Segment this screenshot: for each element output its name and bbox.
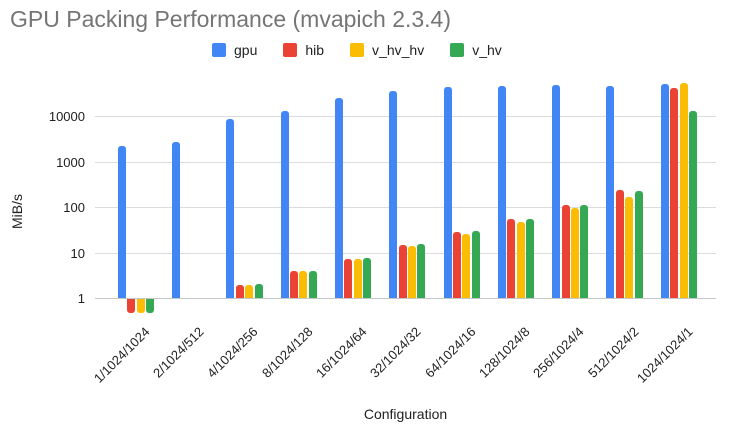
bar-hib[interactable] <box>615 189 624 298</box>
bar-v_hv_hv[interactable] <box>462 233 471 298</box>
bar-v_hv_hv[interactable] <box>625 197 634 298</box>
y-tick-label: 100 <box>63 200 85 215</box>
legend-swatch-hib <box>283 43 298 57</box>
y-tick-label: 10000 <box>48 109 85 124</box>
bar-gpu[interactable] <box>443 87 452 298</box>
bar-gpu[interactable] <box>226 119 235 298</box>
bar-gpu[interactable] <box>117 145 126 298</box>
legend-item-hib: hib <box>283 42 324 58</box>
bar-gpu[interactable] <box>334 97 343 298</box>
x-axis-title: Configuration <box>363 406 448 422</box>
bar-v_hv[interactable] <box>145 299 154 313</box>
bar-v_hv[interactable] <box>526 218 534 298</box>
legend-item-v_hv: v_hv <box>450 42 502 58</box>
bar-gpu[interactable] <box>660 83 669 298</box>
bar-hib[interactable] <box>561 205 570 298</box>
legend-label: v_hv_hv <box>372 42 425 58</box>
bar-v_hv_hv[interactable] <box>136 299 145 313</box>
bar-v_hv[interactable] <box>634 191 643 298</box>
legend-swatch-v_hv_hv <box>350 43 365 57</box>
bar-gpu[interactable] <box>280 110 289 298</box>
bar-hib[interactable] <box>670 88 679 298</box>
y-tick-label: 1 <box>77 291 85 306</box>
bar-v_hv_hv[interactable] <box>679 83 688 298</box>
bar-hib[interactable] <box>398 245 407 298</box>
legend-label: gpu <box>234 42 258 58</box>
legend-label: hib <box>305 42 325 58</box>
y-tick-label: 10 <box>70 245 85 261</box>
y-tick-label: 1000 <box>56 154 85 170</box>
bar-v_hv_hv[interactable] <box>408 245 416 298</box>
gridline <box>95 116 716 117</box>
bar-hib[interactable] <box>507 219 516 298</box>
bar-v_hv[interactable] <box>363 257 372 298</box>
legend-item-gpu: gpu <box>212 42 257 58</box>
bar-v_hv_hv[interactable] <box>570 208 579 298</box>
legend-swatch-v_hv <box>450 43 465 57</box>
chart-title: GPU Packing Performance (mvapich 2.3.4) <box>10 6 452 32</box>
bar-v_hv[interactable] <box>308 271 317 298</box>
chart-legend: gpu hib v_hv_hv v_hv <box>212 42 528 58</box>
bar-hib[interactable] <box>344 258 353 298</box>
legend-label: v_hv <box>472 42 502 58</box>
bar-hib[interactable] <box>452 232 461 298</box>
bar-hib[interactable] <box>127 299 136 313</box>
bar-gpu[interactable] <box>389 91 398 298</box>
gridline <box>95 161 716 163</box>
legend-swatch-gpu <box>212 43 226 57</box>
bar-v_hv_hv[interactable] <box>245 285 254 298</box>
bar-v_hv[interactable] <box>471 231 480 298</box>
bar-v_hv_hv[interactable] <box>353 258 362 298</box>
bar-v_hv_hv[interactable] <box>299 270 308 298</box>
bar-gpu[interactable] <box>497 86 506 298</box>
bar-v_hv_hv[interactable] <box>516 221 525 298</box>
bar-v_hv[interactable] <box>688 110 697 298</box>
bar-gpu[interactable] <box>552 85 561 298</box>
bar-v_hv[interactable] <box>254 284 263 298</box>
bar-gpu[interactable] <box>606 86 615 298</box>
x-axis-baseline <box>95 298 716 299</box>
bar-v_hv[interactable] <box>417 244 426 298</box>
bar-v_hv[interactable] <box>580 204 589 298</box>
legend-item-v_hv_hv: v_hv_hv <box>350 42 424 58</box>
bar-hib[interactable] <box>235 285 244 298</box>
gridline <box>95 207 716 208</box>
bar-hib[interactable] <box>290 271 298 298</box>
bar-gpu[interactable] <box>172 141 180 298</box>
y-axis-title: MiB/s <box>9 194 25 229</box>
